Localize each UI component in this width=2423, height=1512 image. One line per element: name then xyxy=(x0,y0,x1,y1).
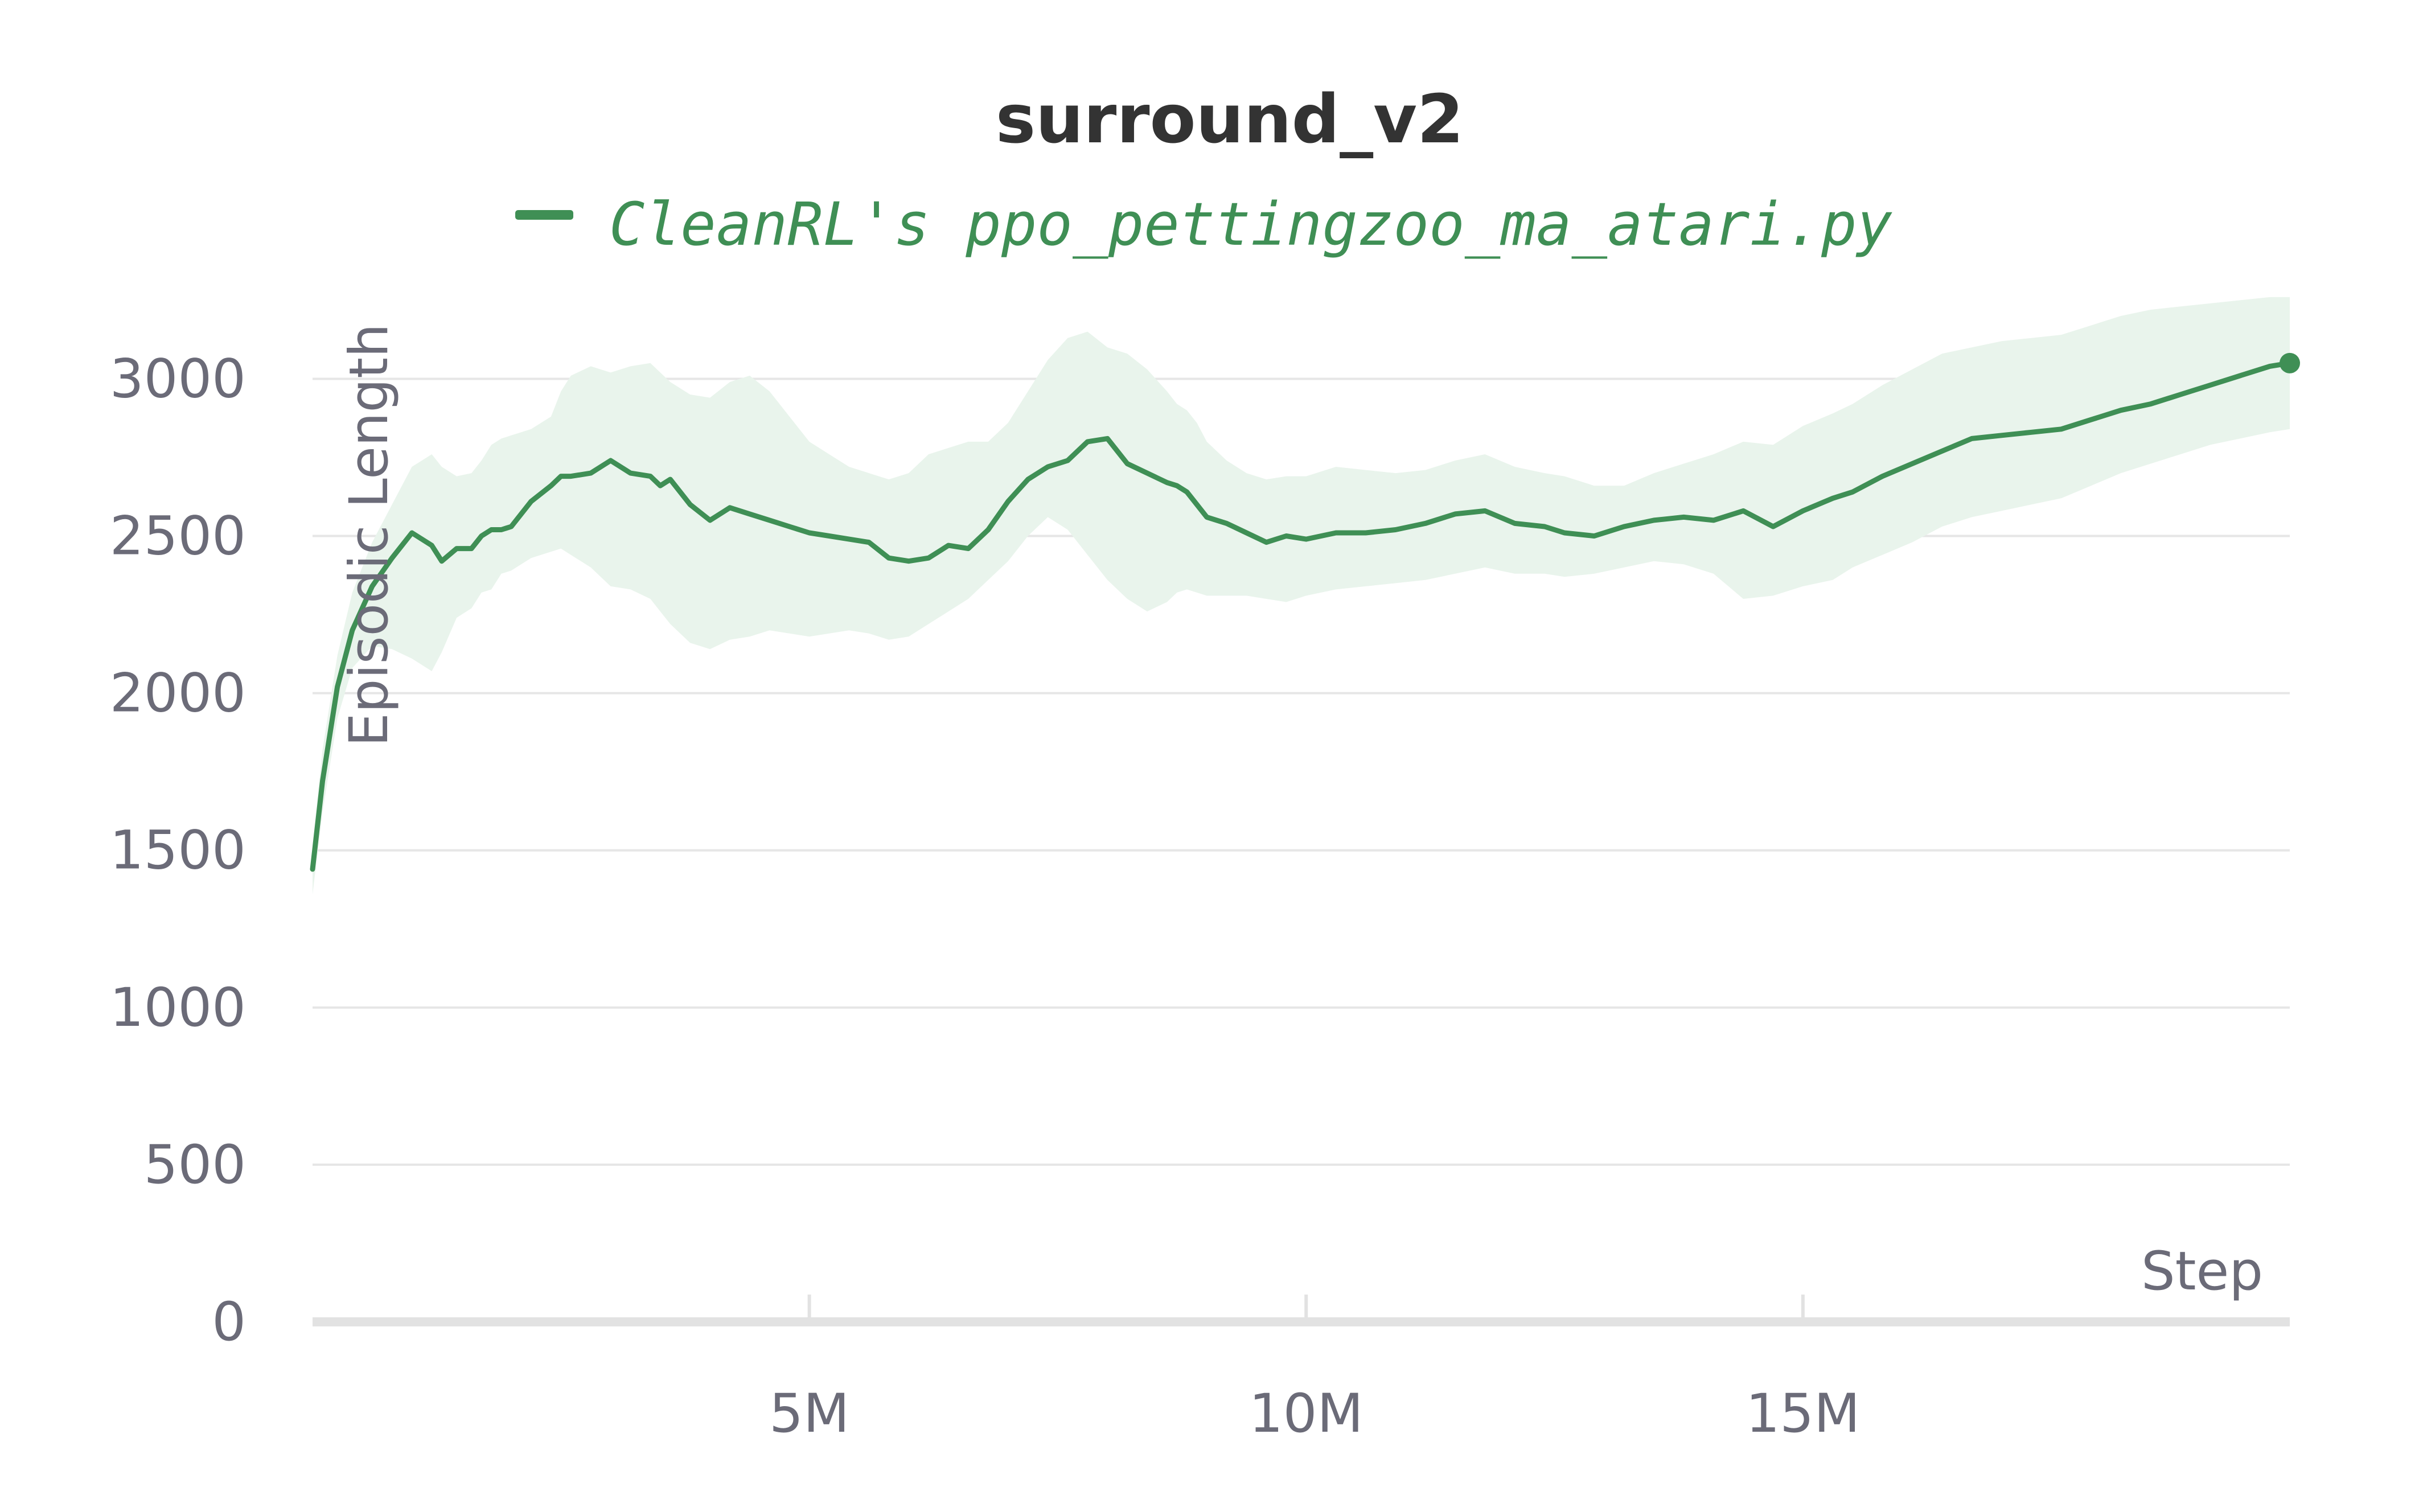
legend-swatch xyxy=(515,210,573,220)
y-tick-label: 1000 xyxy=(110,977,246,1039)
x-axis-label: Step xyxy=(2141,1240,2263,1303)
y-tick-label: 500 xyxy=(144,1134,246,1196)
y-tick-label: 3000 xyxy=(110,348,246,410)
legend[interactable]: CleanRL's ppo_pettingzoo_ma_atari.py xyxy=(515,190,1892,259)
series-endpoint-marker[interactable] xyxy=(2280,352,2300,373)
confidence-band xyxy=(313,297,2290,894)
series-line[interactable] xyxy=(310,360,2293,872)
y-tick-label: 1500 xyxy=(110,820,246,882)
y-tick-label: 2500 xyxy=(110,506,246,568)
tick-labels: 0 500 1000 1500 2000 2500 3000 5M 10M 15M xyxy=(110,348,1860,1445)
series-line-layer xyxy=(310,352,2300,872)
x-tick-label: 5M xyxy=(769,1383,849,1445)
confidence-band-layer xyxy=(313,297,2290,894)
y-tick-label: 0 xyxy=(212,1291,246,1353)
chart-title: surround_v2 xyxy=(996,80,1464,158)
x-tick-label: 15M xyxy=(1746,1383,1860,1445)
y-tick-label: 2000 xyxy=(110,663,246,725)
y-axis-label: Episodic Length xyxy=(338,323,400,746)
axes xyxy=(313,1295,2290,1326)
legend-label: CleanRL's ppo_pettingzoo_ma_atari.py xyxy=(609,190,1892,259)
x-tick-label: 10M xyxy=(1249,1383,1364,1445)
